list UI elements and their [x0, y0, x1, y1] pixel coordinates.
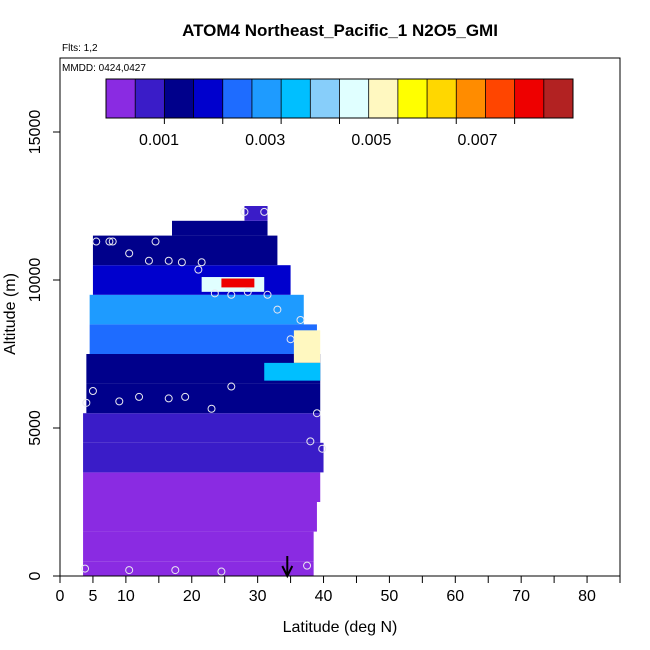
y-tick-label: 0 — [27, 571, 44, 580]
flight-point — [151, 237, 160, 246]
flight-point — [88, 387, 97, 395]
y-tick-label: 10000 — [27, 258, 44, 303]
colorbar-segment — [222, 79, 253, 118]
colorbar-tick-label: 0.001 — [139, 132, 179, 149]
flight-point — [207, 404, 216, 413]
flight-point — [296, 315, 305, 324]
x-tick-label: 20 — [183, 588, 201, 605]
flight-point — [312, 409, 321, 418]
flight-point — [171, 566, 180, 575]
flight-point — [82, 398, 91, 407]
flight-point — [125, 566, 134, 575]
curtain-hotspot — [293, 330, 321, 363]
colorbar-segment — [193, 79, 224, 118]
y-tick-label: 5000 — [27, 410, 44, 446]
curtain-layer — [83, 206, 324, 576]
x-tick-label: 30 — [249, 588, 267, 605]
y-axis-label: Altitude (m) — [2, 273, 19, 355]
position-arrow-layer — [281, 556, 294, 579]
colorbar-segment — [397, 79, 428, 118]
curtain-cell — [83, 531, 314, 562]
colorbar-segment — [368, 79, 399, 118]
curtain-cell — [83, 502, 317, 532]
flight-point — [263, 290, 272, 299]
flight-point — [164, 256, 173, 265]
flight-point — [181, 392, 190, 401]
x-tick-label: 5 — [88, 588, 97, 605]
y-tick-label: 15000 — [27, 110, 44, 155]
curtain-cell — [83, 442, 324, 473]
colorbar-tick-label: 0.007 — [457, 132, 497, 149]
curtain-cell — [83, 561, 314, 576]
flight-point — [306, 437, 315, 446]
colorbar-segment — [514, 79, 545, 118]
colorbar-segment — [456, 79, 486, 118]
flight-point — [240, 207, 249, 216]
position-arrow-head — [281, 565, 294, 579]
colorbar: 0.001 0.003 0.005 0.007 — [105, 78, 574, 149]
flight-point — [177, 258, 186, 267]
flight-point — [217, 567, 226, 576]
x-tick-label: 10 — [117, 588, 135, 605]
flight-point — [135, 392, 144, 401]
flight-point — [144, 256, 153, 265]
flight-point — [164, 394, 173, 403]
flight-point — [108, 237, 117, 246]
flight-point — [318, 444, 327, 453]
x-tick-label: 50 — [381, 588, 399, 605]
curtain-cell — [83, 472, 321, 502]
flight-point — [260, 207, 269, 216]
colorbar-segment — [427, 79, 457, 118]
colorbar-tick-label: 0.005 — [351, 132, 391, 149]
flight-point — [286, 335, 295, 344]
colorbar-segment — [310, 79, 340, 118]
colorbar-segment — [281, 79, 311, 118]
flight-point — [227, 382, 236, 391]
flight-point — [243, 287, 252, 296]
chart-title: ATOM4 Northeast_Pacific_1 N2O5_GMI — [182, 21, 498, 40]
flight-point — [125, 249, 134, 258]
flight-point — [115, 397, 124, 406]
x-tick-label: 40 — [315, 588, 333, 605]
colorbar-segment — [106, 79, 136, 118]
flight-point — [197, 258, 206, 267]
x-tick-label: 80 — [578, 588, 596, 605]
flight-point — [227, 290, 236, 299]
date-note: MMDD: 0424,0427 — [62, 63, 146, 74]
colorbar-segment — [164, 79, 194, 118]
flight-point — [194, 265, 203, 274]
x-axis-label: Latitude (deg N) — [283, 619, 398, 636]
colorbar-segment — [543, 79, 574, 118]
colorbar-segment — [135, 79, 165, 118]
curtain-cell — [83, 413, 321, 443]
curtain-hotspot — [264, 362, 321, 381]
colorbar-tick-label: 0.003 — [245, 132, 285, 149]
curtain-cell — [89, 294, 304, 325]
flights-note: Flts: 1,2 — [62, 43, 98, 54]
flight-point — [92, 237, 101, 246]
flight-point — [105, 237, 114, 246]
flight-point — [273, 305, 282, 314]
colorbar-segment — [485, 79, 516, 118]
x-tick-label: 70 — [512, 588, 530, 605]
colorbar-segment — [339, 79, 370, 118]
flight-points-layer — [81, 207, 327, 576]
curtain-cell — [172, 220, 268, 236]
colorbar-segment — [251, 79, 282, 118]
flight-point — [210, 289, 219, 298]
axes: 0 5 10 20 30 40 50 60 70 80 0 5000 10000 15000 — [27, 57, 621, 605]
flight-point — [81, 564, 90, 573]
flight-point — [303, 561, 312, 570]
x-tick-label: 60 — [446, 588, 464, 605]
curtain-cell — [86, 383, 321, 414]
curtain-hotspot — [221, 278, 255, 288]
plot-frame — [59, 57, 621, 577]
curtain-cell — [89, 324, 317, 354]
x-tick-label: 0 — [56, 588, 65, 605]
